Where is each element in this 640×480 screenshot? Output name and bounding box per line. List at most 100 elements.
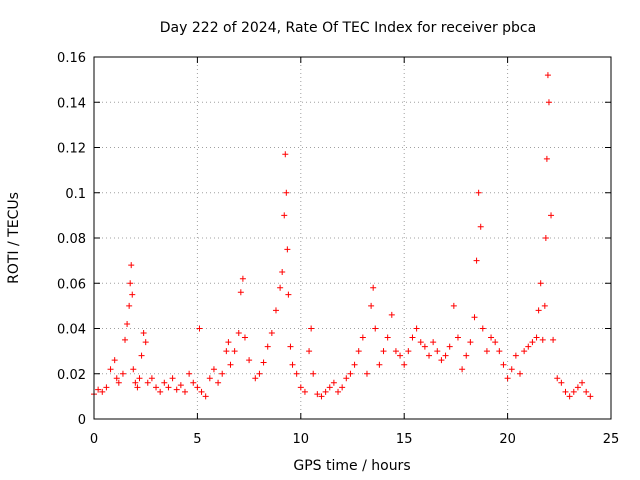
data-point — [542, 235, 549, 241]
data-point — [314, 391, 321, 398]
data-point — [363, 370, 370, 377]
data-point — [260, 359, 267, 366]
data-point — [545, 99, 552, 106]
y-tick-label: 0.04 — [57, 323, 86, 338]
data-point — [198, 388, 205, 395]
data-point — [153, 384, 160, 391]
data-point — [310, 370, 317, 377]
x-tick-label: 15 — [396, 432, 413, 447]
data-point — [343, 375, 350, 382]
data-point — [543, 155, 550, 162]
data-point — [256, 370, 263, 377]
data-point — [111, 357, 118, 364]
data-point — [237, 289, 244, 296]
data-point — [483, 348, 490, 355]
x-tick-label: 20 — [499, 432, 516, 447]
data-point — [535, 307, 542, 314]
data-point — [186, 370, 193, 377]
data-point — [574, 384, 581, 391]
data-point — [326, 384, 333, 391]
data-point — [161, 379, 168, 386]
data-point — [430, 339, 437, 346]
x-tick-label: 10 — [293, 432, 310, 447]
data-point — [409, 334, 416, 341]
data-point — [496, 348, 503, 355]
data-point — [122, 336, 129, 343]
data-point — [351, 361, 358, 368]
data-point — [454, 334, 461, 341]
y-tick-label: 0.02 — [57, 368, 86, 383]
data-point — [554, 375, 561, 382]
data-point — [562, 388, 569, 395]
data-point — [479, 325, 486, 332]
axis-ticks: 0 5 10 15 20 25 0 0.02 0.04 0.06 0.08 0.1 0.12 0.14 0.… — [57, 51, 619, 447]
data-point — [128, 262, 135, 269]
data-point — [142, 339, 149, 346]
data-point — [130, 366, 137, 373]
data-point — [550, 336, 557, 343]
data-point — [268, 330, 275, 337]
data-point — [287, 343, 294, 350]
x-tick-label: 0 — [90, 432, 98, 447]
y-axis-label: ROTI / TECUs — [6, 192, 22, 284]
data-point — [330, 379, 337, 386]
data-point — [587, 393, 594, 400]
data-point — [322, 388, 329, 395]
data-point — [126, 302, 133, 309]
data-point — [235, 330, 242, 337]
data-point — [194, 384, 201, 391]
data-point — [376, 361, 383, 368]
data-point — [512, 352, 519, 359]
data-point — [384, 334, 391, 341]
data-point — [467, 339, 474, 346]
y-tick-label: 0.12 — [57, 142, 86, 157]
data-point — [446, 343, 453, 350]
data-point — [281, 212, 288, 219]
data-point — [558, 379, 565, 386]
data-point — [95, 386, 102, 393]
data-point — [272, 307, 279, 314]
data-point — [368, 302, 375, 309]
y-tick-label: 0.14 — [57, 96, 86, 111]
data-point — [475, 189, 482, 196]
data-point — [231, 348, 238, 355]
data-point — [380, 348, 387, 355]
data-point — [124, 320, 131, 327]
data-point — [177, 382, 184, 389]
y-tick-label: 0.16 — [57, 51, 86, 66]
data-point — [500, 361, 507, 368]
data-point — [570, 388, 577, 395]
y-tick-label: 0.08 — [57, 232, 86, 247]
data-point — [370, 284, 377, 291]
data-point — [544, 72, 551, 79]
data-point — [173, 386, 180, 393]
data-point — [284, 246, 291, 253]
data-point — [134, 384, 141, 391]
data-point — [417, 339, 424, 346]
data-points — [91, 72, 594, 400]
data-point — [165, 384, 172, 391]
data-point — [99, 388, 106, 395]
data-point — [583, 388, 590, 395]
data-point — [508, 366, 515, 373]
y-tick-label: 0.1 — [65, 187, 86, 202]
data-point — [115, 379, 122, 386]
data-point — [388, 311, 395, 318]
data-point — [227, 361, 234, 368]
data-point — [450, 302, 457, 309]
data-point — [148, 375, 155, 382]
data-point — [397, 352, 404, 359]
data-point — [308, 325, 315, 332]
data-point — [289, 361, 296, 368]
grid — [94, 57, 611, 419]
data-point — [459, 366, 466, 373]
x-axis-label: GPS time / hours — [293, 458, 410, 474]
data-point — [541, 302, 548, 309]
data-point — [219, 370, 226, 377]
data-point — [517, 370, 524, 377]
data-point — [413, 325, 420, 332]
data-point — [297, 384, 304, 391]
data-point — [579, 379, 586, 386]
data-point — [132, 379, 139, 386]
data-point — [539, 336, 546, 343]
